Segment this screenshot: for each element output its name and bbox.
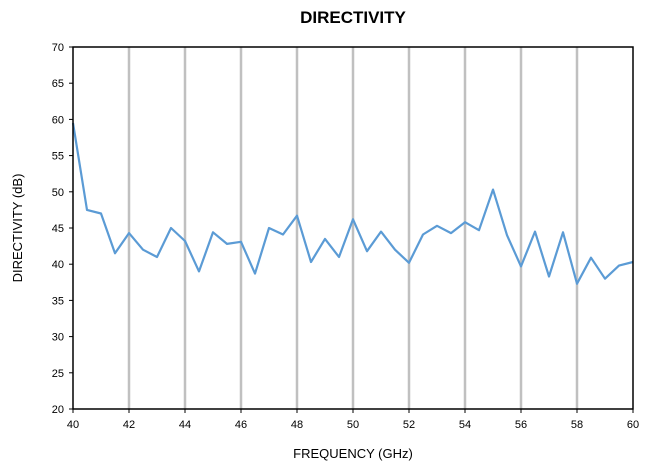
y-tick-label: 60 [52, 114, 64, 126]
y-tick-label: 20 [52, 404, 64, 416]
x-tick-label: 46 [235, 419, 247, 431]
x-tick-label: 60 [627, 419, 639, 431]
x-axis-ticks: 40 42 44 46 48 50 52 54 56 58 60 [67, 409, 639, 431]
x-tick-label: 48 [291, 419, 303, 431]
y-axis-label: DIRECTIVITY (dB) [10, 174, 25, 283]
x-tick-label: 56 [515, 419, 527, 431]
y-axis-ticks: 20 25 30 35 40 45 50 55 60 65 70 [52, 42, 73, 416]
x-tick-label: 40 [67, 419, 79, 431]
y-tick-label: 70 [52, 42, 64, 54]
x-tick-label: 54 [459, 419, 471, 431]
chart-title: DIRECTIVITY [300, 8, 406, 27]
y-tick-label: 40 [52, 259, 64, 271]
grid-lines [129, 47, 577, 409]
y-tick-label: 45 [52, 223, 64, 235]
x-tick-label: 50 [347, 419, 359, 431]
y-tick-label: 35 [52, 295, 64, 307]
y-tick-label: 25 [52, 368, 64, 380]
x-tick-label: 44 [179, 419, 191, 431]
x-tick-label: 58 [571, 419, 583, 431]
x-tick-label: 42 [123, 419, 135, 431]
y-tick-label: 65 [52, 78, 64, 90]
y-tick-label: 50 [52, 187, 64, 199]
x-axis-label: FREQUENCY (GHz) [293, 446, 413, 461]
y-tick-label: 30 [52, 332, 64, 344]
y-tick-label: 55 [52, 151, 64, 163]
x-tick-label: 52 [403, 419, 415, 431]
